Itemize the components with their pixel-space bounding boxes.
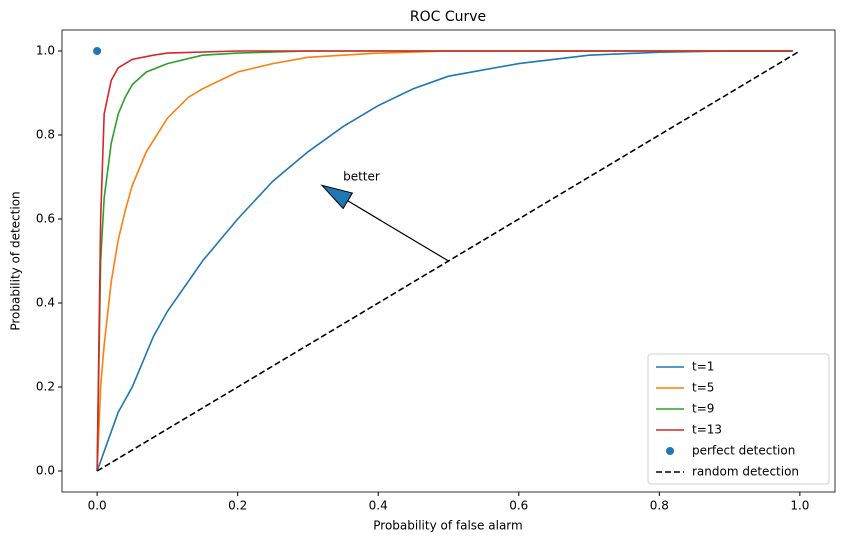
x-tick-label: 0.6 <box>509 499 528 513</box>
x-tick-label: 0.0 <box>88 499 107 513</box>
x-tick-label: 0.8 <box>650 499 669 513</box>
annotation: better <box>343 170 380 184</box>
legend-label: t=5 <box>692 381 714 395</box>
legend-box <box>647 353 830 485</box>
y-tick-label: 0.6 <box>36 212 55 226</box>
y-tick-label: 0.4 <box>36 296 55 310</box>
x-tick-label: 1.0 <box>790 499 809 513</box>
legend-label: t=9 <box>692 402 714 416</box>
series-line <box>96 50 801 472</box>
series-line <box>96 50 793 472</box>
y-tick-label: 1.0 <box>36 44 55 58</box>
legend-label: perfect detection <box>692 444 795 458</box>
plot-frame <box>61 29 836 493</box>
series-line <box>96 50 793 472</box>
arrow-shaft <box>347 200 449 262</box>
arrow-head <box>320 184 354 210</box>
series-line <box>96 50 793 472</box>
y-tick-label: 0.8 <box>36 128 55 142</box>
legend-label: t=13 <box>692 423 722 437</box>
x-axis-label: Probability of false alarm <box>373 519 522 533</box>
legend-label: t=1 <box>692 360 714 374</box>
x-tick-label: 0.4 <box>369 499 388 513</box>
marker-point <box>93 47 102 55</box>
chart-title: ROC Curve <box>410 9 486 25</box>
series-line <box>96 50 793 472</box>
legend-marker <box>666 447 674 455</box>
x-tick-label: 0.2 <box>228 499 247 513</box>
y-tick-label: 0.2 <box>36 380 55 394</box>
legend-label: random detection <box>692 465 799 479</box>
y-tick-label: 0.0 <box>36 464 55 478</box>
y-axis-label: Probability of detection <box>9 191 23 330</box>
